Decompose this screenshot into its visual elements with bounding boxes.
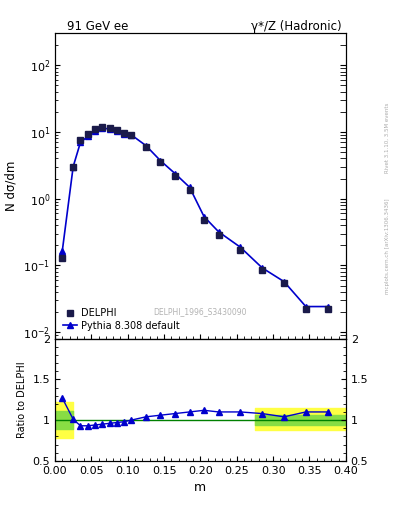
Pythia 8.308 default [114, 129, 119, 135]
Pythia 8.308 default [85, 133, 90, 139]
Pythia 8.308 default [78, 139, 83, 145]
DELPHI [114, 127, 119, 134]
Pythia 8.308 default [60, 248, 64, 254]
Pythia 8.308 default [71, 163, 75, 169]
Y-axis label: Ratio to DELPHI: Ratio to DELPHI [17, 361, 27, 438]
DELPHI [60, 255, 64, 261]
Pythia 8.308 default [143, 142, 148, 148]
DELPHI [202, 217, 206, 223]
Pythia 8.308 default [282, 279, 286, 285]
Pythia 8.308 default [93, 128, 97, 134]
DELPHI [158, 159, 163, 165]
Pythia 8.308 default [122, 131, 127, 137]
DELPHI [107, 125, 112, 131]
DELPHI [122, 131, 127, 137]
Pythia 8.308 default [260, 265, 264, 271]
Pythia 8.308 default [107, 126, 112, 132]
Text: 91 GeV ee: 91 GeV ee [67, 20, 128, 33]
Legend: DELPHI, Pythia 8.308 default: DELPHI, Pythia 8.308 default [60, 305, 183, 334]
Pythia 8.308 default [173, 170, 177, 177]
Pythia 8.308 default [129, 132, 134, 138]
Y-axis label: N dσ/dm: N dσ/dm [5, 161, 18, 211]
DELPHI [100, 123, 105, 130]
DELPHI [71, 164, 75, 170]
DELPHI [238, 247, 243, 253]
Text: mcplots.cern.ch [arXiv:1306.3436]: mcplots.cern.ch [arXiv:1306.3436] [385, 198, 390, 293]
DELPHI [325, 306, 330, 312]
DELPHI [187, 187, 192, 193]
Pythia 8.308 default [158, 158, 163, 164]
Line: Pythia 8.308 default: Pythia 8.308 default [59, 125, 331, 310]
X-axis label: m: m [195, 481, 206, 494]
Pythia 8.308 default [187, 184, 192, 190]
DELPHI [85, 131, 90, 137]
Text: γ*/Z (Hadronic): γ*/Z (Hadronic) [251, 20, 342, 33]
DELPHI [303, 306, 308, 312]
DELPHI [78, 137, 83, 143]
Pythia 8.308 default [100, 125, 105, 131]
DELPHI [282, 280, 286, 286]
DELPHI [216, 231, 221, 238]
DELPHI [93, 126, 97, 132]
Pythia 8.308 default [216, 229, 221, 235]
Pythia 8.308 default [325, 304, 330, 310]
Pythia 8.308 default [303, 304, 308, 310]
DELPHI [143, 144, 148, 150]
Text: Rivet 3.1.10, 3.5M events: Rivet 3.1.10, 3.5M events [385, 103, 390, 174]
Line: DELPHI: DELPHI [59, 123, 331, 312]
Text: DELPHI_1996_S3430090: DELPHI_1996_S3430090 [154, 307, 247, 316]
DELPHI [260, 267, 264, 273]
Pythia 8.308 default [202, 214, 206, 220]
Pythia 8.308 default [238, 244, 243, 250]
DELPHI [173, 173, 177, 179]
DELPHI [129, 132, 134, 138]
